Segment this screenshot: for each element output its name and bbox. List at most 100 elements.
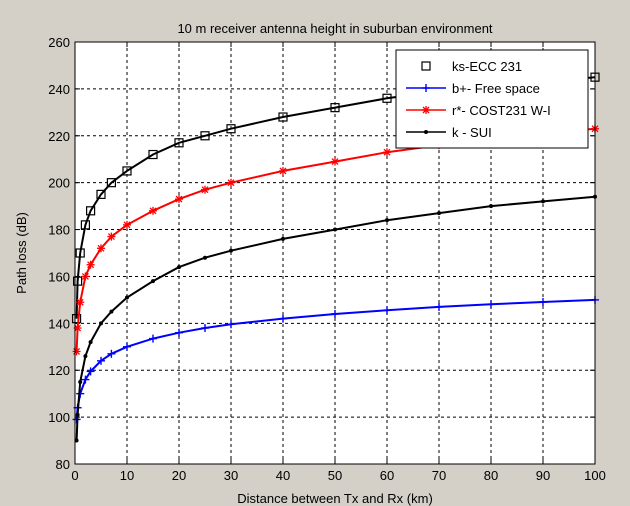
series-3-point — [149, 206, 157, 215]
series-3-point — [175, 195, 183, 204]
series-1-point — [148, 149, 158, 160]
x-tick-label: 50 — [328, 468, 342, 483]
axis-ticks: 0 10 20 30 40 50 60 70 80 90 100 80 100 120 140 160 180 2… — [48, 35, 606, 483]
series-2-point — [81, 375, 90, 384]
x-tick-label: 40 — [276, 468, 290, 483]
x-tick-label: 10 — [120, 468, 134, 483]
series-4-point — [203, 255, 207, 260]
series-1-point — [382, 93, 392, 103]
legend-label: r*- COST231 W-I — [452, 103, 551, 118]
series-3-point — [331, 157, 339, 166]
legend-item-2: b+- Free space — [406, 81, 540, 96]
series-4-point — [125, 295, 129, 300]
y-tick-label: 240 — [48, 82, 70, 97]
series-2-point — [279, 314, 287, 323]
series-2-point — [123, 342, 131, 351]
legend-label: ks-ECC 231 — [452, 59, 522, 74]
y-tick-label: 80 — [56, 457, 70, 472]
series-1-point — [174, 138, 184, 148]
y-tick-label: 160 — [48, 269, 70, 284]
y-tick-label: 100 — [48, 410, 70, 425]
series-2-point — [331, 309, 339, 318]
series-4-point — [78, 379, 83, 384]
legend-marker — [421, 61, 431, 71]
y-tick-label: 180 — [48, 223, 70, 238]
series-2-point — [487, 300, 495, 309]
series-4-point — [229, 248, 233, 253]
series-2-point — [86, 367, 95, 376]
series-3-point — [81, 272, 90, 281]
series-3-point — [201, 185, 209, 194]
series-1-point — [330, 103, 340, 113]
series-3-point — [383, 148, 391, 157]
series-4-point — [177, 265, 181, 270]
series-2-point — [201, 324, 209, 333]
legend-marker — [422, 84, 430, 92]
x-tick-label: 60 — [380, 468, 394, 483]
plot-frame — [74, 41, 596, 465]
x-tick-label: 30 — [224, 468, 238, 483]
series-4-point — [281, 236, 285, 241]
series-2-point — [107, 349, 116, 358]
series-2-point — [227, 320, 235, 329]
y-tick-label: 260 — [48, 35, 70, 50]
series-3-point — [227, 178, 235, 187]
series-3-point — [76, 298, 85, 307]
x-tick-label: 70 — [432, 468, 446, 483]
series-1-point — [200, 131, 210, 141]
legend-marker — [424, 130, 428, 134]
series-2-point — [175, 328, 183, 337]
chart-title: 10 m receiver antenna height in suburban… — [177, 21, 492, 36]
series-4-point — [109, 309, 114, 314]
series-1-point — [96, 189, 106, 199]
legend: ks-ECC 231 b+- Free space r*- COST231 W-I k… — [395, 49, 589, 149]
series-1-point — [122, 166, 132, 176]
x-tick-label: 100 — [584, 468, 606, 483]
series-1-point — [80, 220, 91, 230]
series-3-point — [72, 347, 81, 356]
y-tick-label: 220 — [48, 129, 70, 144]
legend-marker — [422, 106, 430, 114]
x-axis-label: Distance between Tx and Rx (km) — [237, 491, 433, 506]
x-tick-label: 20 — [172, 468, 186, 483]
legend-label: b+- Free space — [452, 81, 540, 96]
series-1-point — [75, 248, 85, 258]
series-4-point — [385, 218, 389, 223]
series-3-point — [279, 166, 287, 175]
series-1-point — [278, 112, 288, 122]
series-4-point — [88, 340, 93, 345]
series-2-point — [383, 306, 391, 315]
series-4-point — [541, 199, 545, 204]
series-3-point — [107, 232, 116, 241]
series-2-point — [435, 302, 443, 311]
series-3-point — [97, 244, 105, 253]
series-3-point — [86, 260, 95, 269]
series-1-point — [226, 124, 236, 134]
series-1-point — [85, 206, 96, 216]
series-2-point — [539, 297, 547, 306]
series-3-point — [123, 220, 131, 229]
series-4-point — [437, 211, 441, 216]
series-4-point — [489, 204, 493, 209]
series-1-point — [106, 178, 117, 188]
y-axis-label: Path loss (dB) — [14, 212, 29, 294]
legend-item-3: r*- COST231 W-I — [406, 103, 551, 118]
series-2-point — [149, 334, 157, 343]
series-4 — [74, 194, 597, 443]
y-tick-label: 120 — [48, 363, 70, 378]
series-4-point — [74, 438, 79, 443]
legend-item-1: ks-ECC 231 — [421, 59, 522, 74]
x-tick-label: 0 — [71, 468, 78, 483]
series-4-point — [83, 354, 88, 359]
x-tick-label: 90 — [536, 468, 550, 483]
grid-lines — [75, 42, 595, 464]
series-4-point — [99, 321, 103, 326]
series-2-point — [97, 356, 105, 365]
series-4-point — [151, 279, 155, 284]
legend-item-4: k - SUI — [406, 125, 492, 140]
series-1-point — [72, 276, 83, 286]
y-tick-label: 140 — [48, 316, 70, 331]
legend-label: k - SUI — [452, 125, 492, 140]
y-tick-label: 200 — [48, 176, 70, 191]
